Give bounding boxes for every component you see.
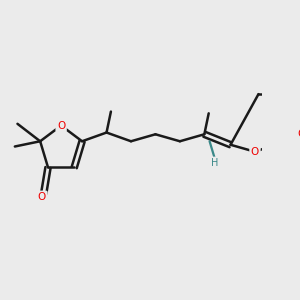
Text: O: O <box>38 192 46 202</box>
Text: O: O <box>297 129 300 139</box>
Text: O: O <box>57 121 65 130</box>
Text: H: H <box>211 158 218 168</box>
Text: O: O <box>251 147 259 157</box>
